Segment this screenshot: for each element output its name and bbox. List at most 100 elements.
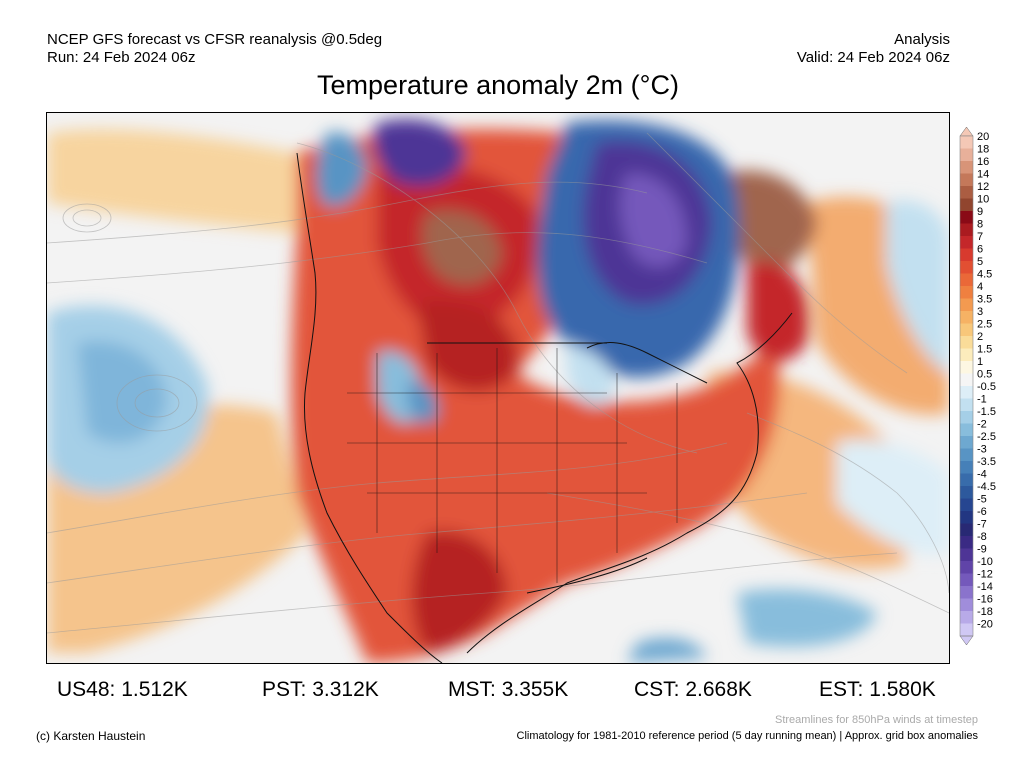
colorbar-tick-label: -8 (977, 531, 987, 543)
colorbar-tick-label: -6 (977, 506, 987, 518)
colorbar-max-arrow (959, 126, 974, 137)
colorbar-min-arrow (959, 635, 974, 646)
colorbar-swatch (960, 361, 973, 374)
colorbar-swatch (960, 386, 973, 399)
colorbar-tick-label: -7 (977, 519, 987, 531)
colorbar-swatch (960, 161, 973, 174)
colorbar-tick-label: -1 (977, 394, 987, 406)
state-borders (347, 348, 678, 583)
colorbar-tick-label: 1 (977, 356, 983, 368)
colorbar-swatch (960, 611, 973, 624)
stat-pst: PST: 3.312K (262, 678, 379, 701)
colorbar-tick-label: -20 (977, 619, 993, 631)
colorbar-swatch (960, 461, 973, 474)
colorbar-swatch (960, 136, 973, 149)
colorbar-swatch (960, 211, 973, 224)
streamlines-note: Streamlines for 850hPa winds at timestep (775, 714, 978, 726)
colorbar-tick-label: 9 (977, 206, 983, 218)
colorbar-swatch (960, 186, 973, 199)
colorbar-swatch (960, 573, 973, 587)
colorbar-outline (959, 135, 974, 637)
colorbar-tick-label: -12 (977, 569, 993, 581)
colorbar-tick-label: 1.5 (977, 344, 992, 356)
colorbar-swatch (960, 373, 973, 387)
colorbar-swatch (960, 148, 973, 162)
colorbar-tick-label: -10 (977, 556, 993, 568)
colorbar-tick-label: 3 (977, 306, 983, 318)
colorbar-tick-label: -2 (977, 419, 987, 431)
colorbar-tick-label: 10 (977, 194, 989, 206)
colorbar-swatch (960, 336, 973, 349)
colorbar-swatch (960, 486, 973, 499)
climatology-note: Climatology for 1981-2010 reference peri… (516, 730, 978, 742)
colorbar-tick-label: -5 (977, 494, 987, 506)
colorbar-tick-label: 2 (977, 331, 983, 343)
temperature-anomaly-map (46, 112, 950, 664)
colorbar-tick-label: -18 (977, 606, 993, 618)
model-description: NCEP GFS forecast vs CFSR reanalysis @0.… (47, 31, 383, 48)
stat-cst: CST: 2.668K (634, 678, 752, 701)
colorbar-swatch (960, 298, 973, 312)
anomaly-shading (47, 119, 949, 663)
colorbar-swatch (960, 511, 973, 524)
colorbar-tick-label: 4 (977, 281, 983, 293)
colorbar-swatch (960, 423, 973, 437)
colorbar-swatch (960, 223, 973, 237)
copyright: (c) Karsten Haustein (36, 729, 146, 743)
colorbar-tick-label: -3 (977, 444, 987, 456)
coastlines (296, 152, 793, 663)
valid-time: Valid: 24 Feb 2024 06z (796, 49, 950, 66)
colorbar-tick-label: 0.5 (977, 369, 992, 381)
colorbar-tick-label: -3.5 (977, 456, 996, 468)
stat-us48: US48: 1.512K (57, 678, 188, 701)
colorbar-swatch (960, 561, 973, 574)
colorbar-tick-label: -16 (977, 594, 993, 606)
colorbar-swatch (960, 586, 973, 599)
colorbar-tick-label: 2.5 (977, 319, 992, 331)
header-left: NCEP GFS forecast vs CFSR reanalysis @0.… (47, 31, 382, 67)
colorbar-tick-label: 14 (977, 169, 989, 181)
colorbar-swatch (960, 198, 973, 212)
header-right: Analysis Valid: 24 Feb 2024 06z (797, 31, 950, 67)
colorbar-tick-label: -14 (977, 581, 993, 593)
colorbar-tick-label: 3.5 (977, 294, 992, 306)
colorbar-tick-label: 6 (977, 244, 983, 256)
colorbar-swatch (960, 623, 973, 637)
colorbar: 20 18 16 14 12 10 9 8 7 6 5 4.5 4 3.5 3 2.5 2 1.5 1 0.5 -0.5… (958, 126, 1018, 646)
colorbar-swatch (960, 598, 973, 612)
colorbar-tick-label: 8 (977, 219, 983, 231)
colorbar-swatch (960, 173, 973, 187)
colorbar-swatch (960, 523, 973, 537)
colorbar-tick-label: -2.5 (977, 431, 996, 443)
colorbar-tick-label: 7 (977, 231, 983, 243)
colorbar-swatch (960, 311, 973, 324)
colorbar-tick-label: 4.5 (977, 269, 992, 281)
colorbar-swatch (960, 448, 973, 462)
anomaly-field (47, 113, 949, 663)
colorbar-tick-label: 16 (977, 156, 989, 168)
run-time: Run: 24 Feb 2024 06z (47, 49, 196, 66)
colorbar-swatch (960, 286, 973, 299)
map-title: Temperature anomaly 2m (°C) (317, 70, 679, 100)
colorbar-swatch (960, 248, 973, 262)
colorbar-swatch (960, 398, 973, 412)
stat-est: EST: 1.580K (819, 678, 936, 701)
colorbar-swatch (960, 323, 973, 337)
colorbar-tick-label: -4.5 (977, 481, 996, 493)
colorbar-swatch (960, 261, 973, 274)
colorbar-tick-label: -1.5 (977, 406, 996, 418)
colorbar-swatch (960, 548, 973, 562)
colorbar-swatch (960, 273, 973, 287)
analysis-label: Analysis (894, 31, 950, 48)
colorbar-tick-label: -0.5 (977, 381, 996, 393)
colorbar-tick-label: -9 (977, 544, 987, 556)
colorbar-tick-label: 20 (977, 131, 989, 143)
colorbar-swatch (960, 473, 973, 487)
colorbar-swatch (960, 348, 973, 362)
colorbar-swatch (960, 498, 973, 512)
colorbar-swatch (960, 436, 973, 449)
colorbar-swatch (960, 411, 973, 424)
colorbar-swatch (960, 536, 973, 549)
stat-mst: MST: 3.355K (448, 678, 569, 701)
colorbar-tick-label: 18 (977, 144, 989, 156)
